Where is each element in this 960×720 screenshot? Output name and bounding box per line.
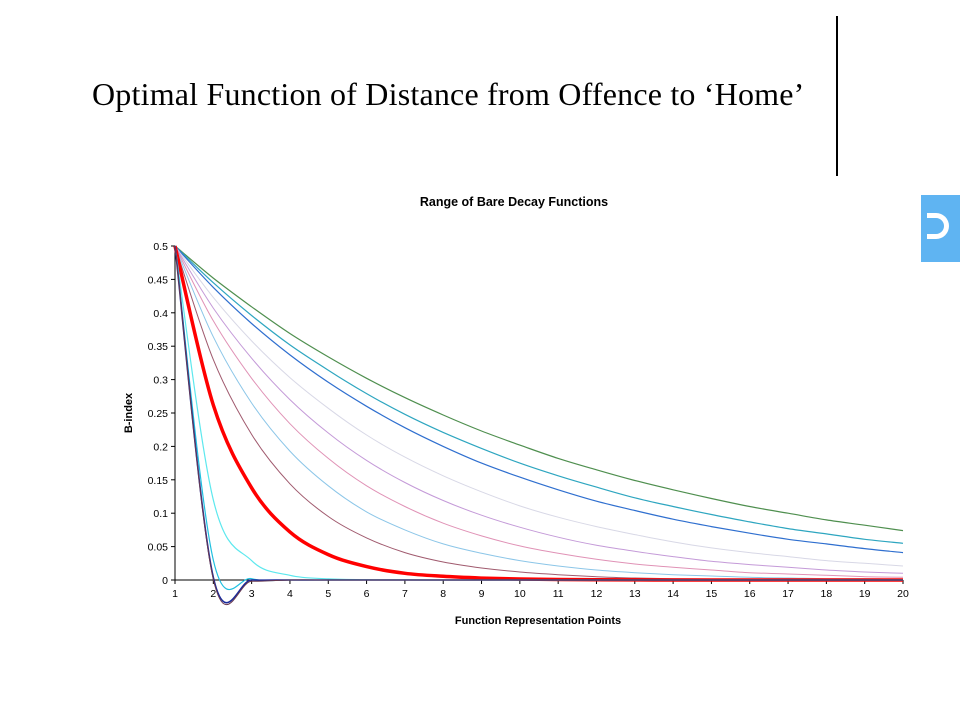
series-line-3 — [174, 245, 904, 554]
y-tick-label: 0.35 — [148, 341, 169, 353]
y-tick-label: 0.25 — [148, 408, 169, 420]
y-tick-label: 0.5 — [153, 241, 168, 253]
series-layer — [173, 245, 904, 606]
series-line-12 — [174, 245, 903, 604]
y-tick-label: 0.4 — [153, 308, 168, 320]
x-tick-label: 10 — [514, 588, 526, 600]
y-tick-label: 0.05 — [148, 542, 169, 554]
x-tick-label: 2 — [210, 588, 216, 600]
series-line-2 — [174, 245, 904, 544]
x-tick-label: 9 — [479, 588, 485, 600]
series-line-7 — [174, 245, 904, 580]
y-tick-label: 0.45 — [148, 274, 169, 286]
y-tick-label: 0.3 — [153, 375, 168, 387]
x-tick-label: 6 — [364, 588, 370, 600]
series-line-5 — [174, 245, 904, 574]
x-tick-label: 7 — [402, 588, 408, 600]
x-tick-label: 11 — [553, 588, 564, 600]
series-line-13 — [174, 245, 903, 606]
divider-line — [836, 16, 838, 176]
tab-mark-icon — [927, 213, 949, 239]
x-tick-label: 3 — [249, 588, 255, 600]
x-tick-label: 17 — [782, 588, 794, 600]
x-tick-label: 18 — [821, 588, 833, 600]
x-tick-label: 16 — [744, 588, 756, 600]
side-tab[interactable] — [921, 195, 960, 262]
x-tick-label: 15 — [706, 588, 718, 600]
axes: 00.050.10.150.20.250.30.350.40.450.51 2 3 4… — [148, 241, 909, 600]
x-tick-label: 4 — [287, 588, 293, 600]
x-tick-label: 19 — [859, 588, 871, 600]
x-tick-label: 20 — [897, 588, 909, 600]
y-tick-label: 0.15 — [148, 475, 169, 487]
series-line-6 — [174, 245, 904, 578]
y-tick-label: 0.1 — [153, 508, 168, 520]
series-line-4 — [174, 245, 904, 567]
slide-title: Optimal Function of Distance from Offenc… — [92, 76, 805, 112]
x-tick-label: 1 — [172, 588, 178, 600]
y-tick-label: 0.2 — [153, 441, 168, 453]
decay-chart: Range of Bare Decay Functions B-index Fu… — [123, 195, 909, 627]
x-tick-label: 8 — [440, 588, 446, 600]
chart-title: Range of Bare Decay Functions — [420, 195, 608, 209]
x-tick-label: 14 — [667, 588, 679, 600]
series-line-1 — [174, 245, 904, 532]
y-tick-label: 0 — [162, 575, 168, 587]
x-tick-label: 13 — [629, 588, 641, 600]
x-tick-label: 12 — [591, 588, 603, 600]
x-axis-label: Function Representation Points — [455, 615, 621, 627]
x-tick-label: 5 — [325, 588, 331, 600]
y-axis-label: B-index — [123, 392, 135, 433]
